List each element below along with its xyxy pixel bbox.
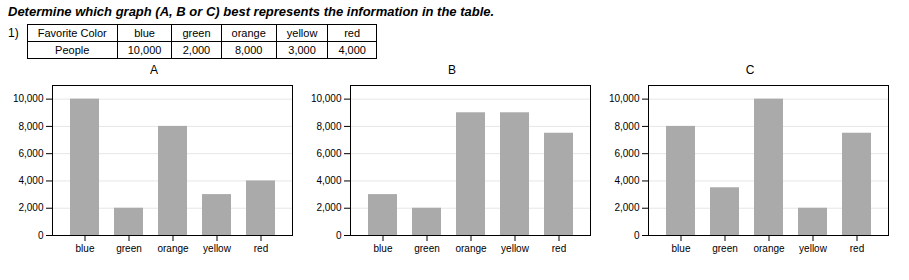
svg-text:10,000: 10,000 bbox=[609, 93, 640, 104]
svg-text:red: red bbox=[254, 243, 268, 254]
html-text:4,000: 4,000 bbox=[338, 44, 366, 56]
html-text:8,000: 8,000 bbox=[234, 44, 263, 56]
svg-text:2,000: 2,000 bbox=[614, 202, 639, 213]
svg-text:orange: orange bbox=[455, 243, 487, 254]
svg-text:0: 0 bbox=[336, 230, 342, 241]
svg-text:10,000: 10,000 bbox=[13, 93, 44, 104]
html-text:green: green bbox=[182, 27, 211, 39]
svg-text:yellow: yellow bbox=[501, 243, 530, 254]
svg-text:2,000: 2,000 bbox=[18, 202, 43, 213]
svg-text:4,000: 4,000 bbox=[614, 175, 639, 186]
html-text:red: red bbox=[344, 27, 361, 39]
svg-text:6,000: 6,000 bbox=[18, 148, 43, 159]
html-text:Determine which graph (A, B or: Determine which graph (A, B or C) best r… bbox=[8, 4, 495, 19]
svg-text:red: red bbox=[850, 243, 864, 254]
svg-text:yellow: yellow bbox=[203, 243, 232, 254]
html-text:2,000: 2,000 bbox=[182, 44, 211, 56]
html-text:blue: blue bbox=[134, 27, 155, 39]
html-text:10,000: 10,000 bbox=[127, 44, 162, 56]
html-text:orange: orange bbox=[231, 27, 266, 39]
html-text:yellow: yellow bbox=[286, 27, 318, 39]
html-text:1): 1) bbox=[8, 26, 19, 40]
svg-text:green: green bbox=[116, 243, 142, 254]
svg-text:blue: blue bbox=[76, 243, 95, 254]
svg-text:green: green bbox=[414, 243, 440, 254]
svg-text:blue: blue bbox=[672, 243, 691, 254]
svg-text:green: green bbox=[712, 243, 738, 254]
html-text:People: People bbox=[55, 44, 90, 56]
svg-text:4,000: 4,000 bbox=[18, 175, 43, 186]
svg-text:6,000: 6,000 bbox=[316, 148, 341, 159]
html-text:B: B bbox=[448, 63, 456, 77]
svg-text:yellow: yellow bbox=[799, 243, 828, 254]
svg-text:blue: blue bbox=[374, 243, 393, 254]
svg-text:8,000: 8,000 bbox=[316, 121, 341, 132]
svg-text:8,000: 8,000 bbox=[18, 121, 43, 132]
html-text:3,000: 3,000 bbox=[288, 44, 316, 56]
html-text:Favorite Color: Favorite Color bbox=[37, 27, 107, 39]
svg-text:orange: orange bbox=[157, 243, 189, 254]
svg-text:0: 0 bbox=[634, 230, 640, 241]
svg-text:red: red bbox=[552, 243, 566, 254]
svg-text:10,000: 10,000 bbox=[311, 93, 342, 104]
html-text:C: C bbox=[745, 63, 755, 77]
svg-text:8,000: 8,000 bbox=[614, 121, 639, 132]
svg-text:4,000: 4,000 bbox=[316, 175, 341, 186]
svg-text:2,000: 2,000 bbox=[316, 202, 341, 213]
html-text:A: A bbox=[150, 63, 158, 77]
svg-text:0: 0 bbox=[38, 230, 44, 241]
svg-text:orange: orange bbox=[753, 243, 785, 254]
svg-text:6,000: 6,000 bbox=[614, 148, 639, 159]
